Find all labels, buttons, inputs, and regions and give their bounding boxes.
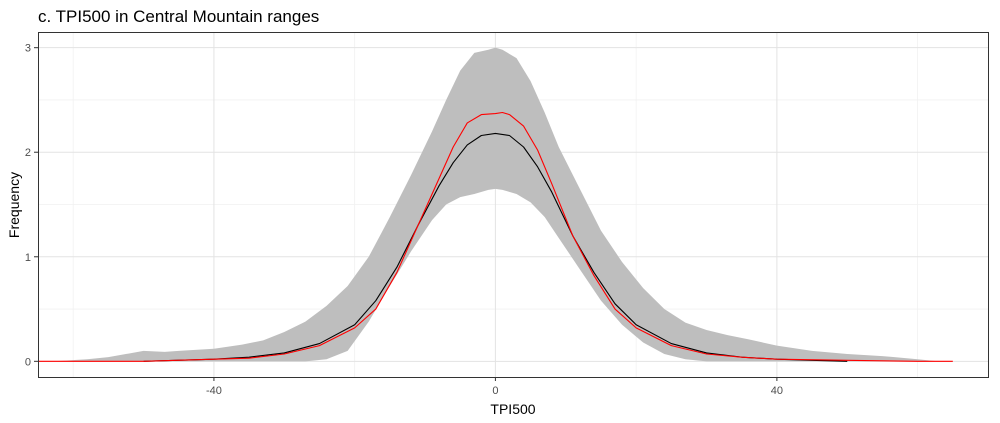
y-tick-label: 2 xyxy=(25,147,31,159)
x-tick-label: 0 xyxy=(492,385,498,397)
y-tick-label: 0 xyxy=(25,356,31,368)
confidence-band xyxy=(52,47,939,362)
y-axis-title: Frequency xyxy=(6,172,22,238)
panel-border xyxy=(38,32,989,378)
series-lines-layer xyxy=(38,111,953,362)
axis-ticks: -40 0 40 0 1 2 3 xyxy=(25,43,783,397)
x-tick-label: 40 xyxy=(771,385,783,397)
x-axis-title: TPI500 xyxy=(490,401,535,417)
y-tick-label: 3 xyxy=(25,43,31,55)
reference-density-line xyxy=(38,111,953,362)
x-tick-label: -40 xyxy=(206,385,222,397)
mean-density-line xyxy=(143,132,848,362)
y-tick-label: 1 xyxy=(25,252,31,264)
confidence-band-layer xyxy=(52,47,939,362)
chart-title: c. TPI500 in Central Mountain ranges xyxy=(38,7,319,26)
